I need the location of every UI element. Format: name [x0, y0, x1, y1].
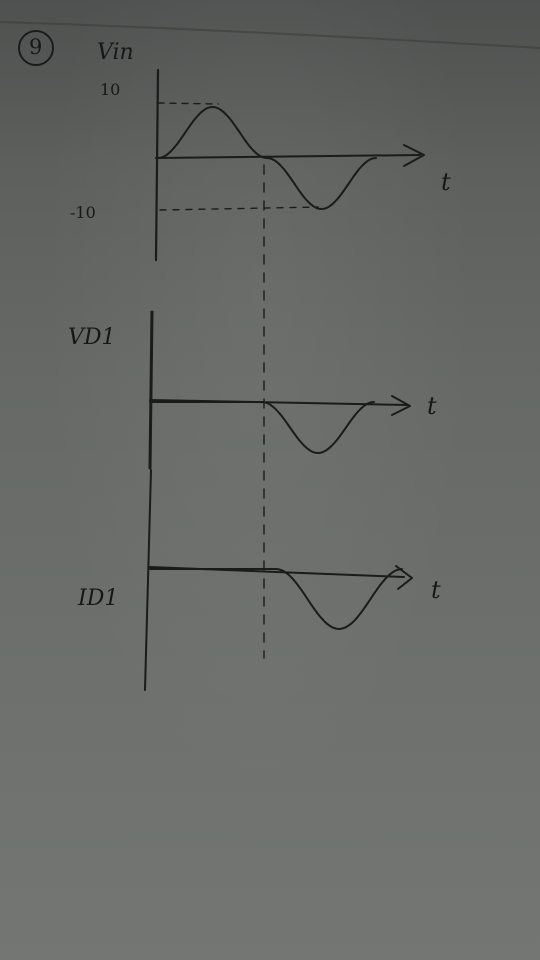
- vd1-t-label: t: [427, 392, 437, 420]
- vin-trough-guide: [159, 206, 319, 211]
- vin-t-axis: [155, 154, 421, 159]
- vin-t-axis-arrow: [403, 144, 425, 167]
- problem-number: 9: [29, 35, 43, 59]
- problem-number-circle: [18, 30, 54, 66]
- paper-edge: [0, 21, 540, 49]
- id1-axis-label: ID1: [78, 586, 119, 611]
- vin-min-label: -10: [70, 203, 96, 222]
- vin-y-axis: [154, 68, 160, 262]
- vd1-axis-label: VD1: [68, 325, 116, 350]
- vin-t-label: t: [441, 168, 451, 196]
- vd1-t-axis-arrow: [391, 395, 411, 416]
- vd1-waveform: [149, 401, 375, 454]
- vin-peak-guide: [157, 102, 219, 105]
- vin-axis-label: Vin: [97, 40, 134, 65]
- vin-waveform: [157, 106, 377, 210]
- vin-max-label: 10: [100, 80, 121, 99]
- id1-y-axis: [144, 469, 152, 691]
- vd1-y-axis: [148, 310, 154, 470]
- id1-waveform: [149, 568, 403, 630]
- id1-t-label: t: [431, 576, 441, 604]
- waveform-curves: [149, 106, 403, 630]
